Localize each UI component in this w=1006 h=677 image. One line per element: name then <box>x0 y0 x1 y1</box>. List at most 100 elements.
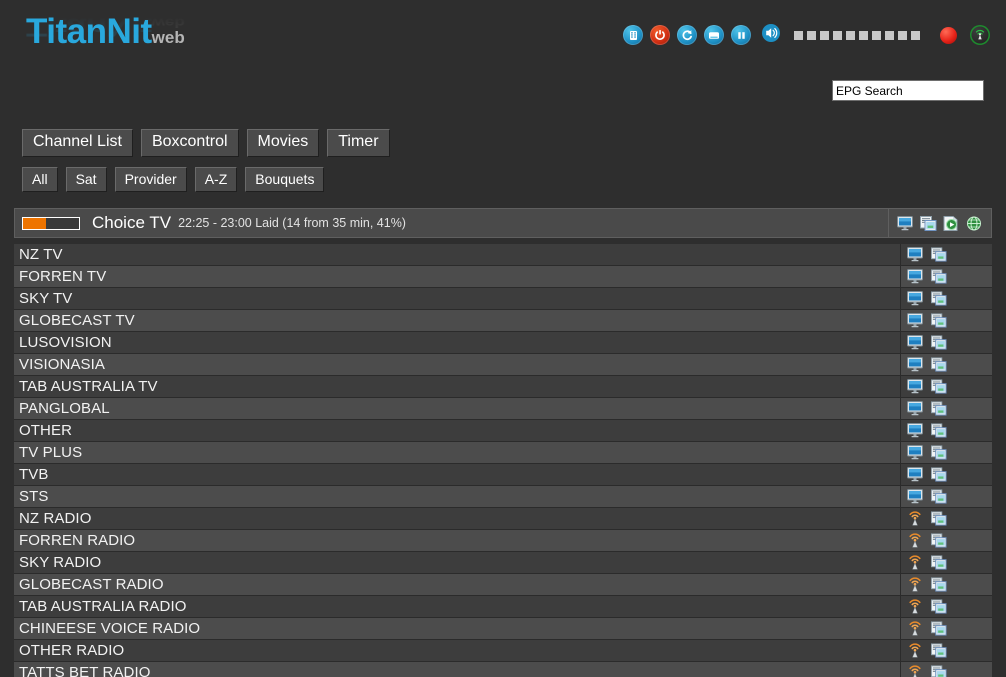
tab-boxcontrol[interactable]: Boxcontrol <box>140 129 239 157</box>
media-icon[interactable] <box>943 215 960 231</box>
volume-bar[interactable] <box>833 30 842 40</box>
bouquet-icon[interactable] <box>931 401 947 416</box>
bouquet-icon[interactable] <box>931 467 947 482</box>
channel-row[interactable]: SKY TV <box>14 288 992 310</box>
web-icon[interactable] <box>966 216 983 231</box>
channel-row[interactable]: TATTS BET RADIO <box>14 662 992 677</box>
channel-row[interactable]: CHINEESE VOICE RADIO <box>14 618 992 640</box>
channel-row[interactable]: VISIONASIA <box>14 354 992 376</box>
tv-icon[interactable] <box>907 313 924 328</box>
radio-icon[interactable] <box>907 577 924 592</box>
pause-icon[interactable] <box>731 25 751 45</box>
tv-icon[interactable] <box>907 357 924 372</box>
bouquet-icon[interactable] <box>931 379 947 394</box>
bouquet-icon[interactable] <box>931 313 947 328</box>
bouquet-icon[interactable] <box>931 555 947 570</box>
bouquet-icon[interactable] <box>931 423 947 438</box>
tv-icon[interactable] <box>907 269 924 284</box>
bouquet-icon[interactable] <box>931 577 947 592</box>
radio-icon[interactable] <box>907 621 924 636</box>
radio-icon[interactable] <box>907 599 924 614</box>
channel-row[interactable]: STS <box>14 486 992 508</box>
subtab-a-z[interactable]: A-Z <box>194 167 238 192</box>
power-icon[interactable] <box>650 25 670 45</box>
tv-icon[interactable] <box>907 423 924 438</box>
volume-bar[interactable] <box>859 30 868 40</box>
volume-bar[interactable] <box>885 30 894 40</box>
channel-row[interactable]: LUSOVISION <box>14 332 992 354</box>
keypad-icon[interactable] <box>623 25 643 45</box>
tv-icon[interactable] <box>907 335 924 350</box>
bouquet-icon[interactable] <box>931 665 947 677</box>
radio-icon[interactable] <box>907 643 924 658</box>
channel-list: NZ TV FORREN TV SKY TV GLOBECAST TV LUSOVISI… <box>14 244 992 677</box>
tab-timer[interactable]: Timer <box>327 129 390 157</box>
subtab-sat[interactable]: Sat <box>65 167 107 192</box>
channel-row[interactable]: TAB AUSTRALIA TV <box>14 376 992 398</box>
channel-row[interactable]: NZ RADIO <box>14 508 992 530</box>
bouquet-icon[interactable] <box>931 489 947 504</box>
now-playing-channel: Choice TV <box>92 213 172 232</box>
tab-movies[interactable]: Movies <box>246 129 320 157</box>
volume-bar[interactable] <box>898 30 907 40</box>
tv-icon[interactable] <box>907 401 924 416</box>
tv-icon[interactable] <box>907 489 924 504</box>
tv-icon[interactable] <box>907 247 924 262</box>
bouquet-icon[interactable] <box>931 357 947 372</box>
volume-bar[interactable] <box>820 30 829 40</box>
tv-icon[interactable] <box>907 445 924 460</box>
volume-icon[interactable] <box>762 23 782 47</box>
search-input[interactable] <box>832 80 984 101</box>
channel-row[interactable]: FORREN TV <box>14 266 992 288</box>
tv-icon[interactable] <box>897 215 914 231</box>
bouquet-icon[interactable] <box>931 291 947 306</box>
channel-row[interactable]: SKY RADIO <box>14 552 992 574</box>
subtab-provider[interactable]: Provider <box>114 167 187 192</box>
channel-row[interactable]: NZ TV <box>14 244 992 266</box>
volume-bar[interactable] <box>846 30 855 40</box>
bouquet-icon[interactable] <box>931 445 947 460</box>
volume-bar[interactable] <box>807 30 816 40</box>
radio-icon[interactable] <box>907 665 924 677</box>
channel-name: FORREN TV <box>19 268 107 285</box>
subtab-bouquets[interactable]: Bouquets <box>245 167 325 192</box>
radio-icon[interactable] <box>907 511 924 526</box>
subtab-all[interactable]: All <box>22 167 58 192</box>
volume-bar[interactable] <box>794 30 803 40</box>
bouquet-icon[interactable] <box>931 511 947 526</box>
volume-bar[interactable] <box>911 30 920 40</box>
channel-row[interactable]: GLOBECAST TV <box>14 310 992 332</box>
record-icon[interactable] <box>940 26 957 44</box>
bouquet-icon[interactable] <box>931 621 947 636</box>
channel-row[interactable]: TAB AUSTRALIA RADIO <box>14 596 992 618</box>
bouquet-icon[interactable] <box>931 533 947 548</box>
tv-icon[interactable] <box>907 379 924 394</box>
bouquet-icon[interactable] <box>931 335 947 350</box>
bouquet-icon[interactable] <box>920 215 937 231</box>
volume-level-bars[interactable] <box>794 30 920 40</box>
tab-channel-list[interactable]: Channel List <box>22 129 133 157</box>
channel-row[interactable]: GLOBECAST RADIO <box>14 574 992 596</box>
refresh-icon[interactable] <box>677 25 697 45</box>
radio-icon[interactable] <box>907 555 924 570</box>
screenshot-icon[interactable] <box>704 25 724 45</box>
volume-bar[interactable] <box>872 30 881 40</box>
radio-icon[interactable] <box>907 533 924 548</box>
bouquet-icon[interactable] <box>931 269 947 284</box>
channel-row[interactable]: PANGLOBAL <box>14 398 992 420</box>
bouquet-icon[interactable] <box>931 643 947 658</box>
channel-row[interactable]: FORREN RADIO <box>14 530 992 552</box>
channel-row[interactable]: TV PLUS <box>14 442 992 464</box>
tv-icon[interactable] <box>907 467 924 482</box>
channel-name: SKY RADIO <box>19 554 102 571</box>
channel-row[interactable]: OTHER RADIO <box>14 640 992 662</box>
channel-row[interactable]: OTHER <box>14 420 992 442</box>
bouquet-icon[interactable] <box>931 599 947 614</box>
channel-row-actions <box>900 266 992 287</box>
channel-row[interactable]: TVB <box>14 464 992 486</box>
tv-icon[interactable] <box>907 291 924 306</box>
signal-icon[interactable] <box>970 25 990 45</box>
bouquet-icon[interactable] <box>931 247 947 262</box>
now-playing-actions <box>888 209 991 237</box>
channel-name: TATTS BET RADIO <box>19 664 151 677</box>
